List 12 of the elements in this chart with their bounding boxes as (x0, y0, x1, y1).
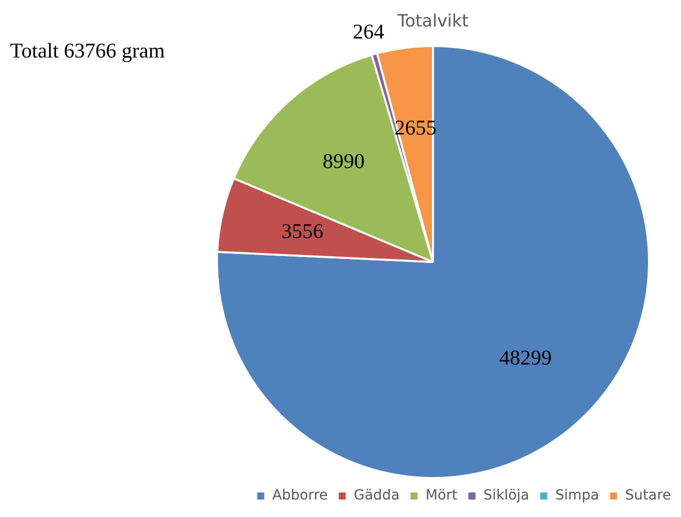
legend-label: Siklöja (483, 488, 530, 504)
legend-label: Simpa (555, 488, 600, 504)
chart-title: Totalvikt (396, 11, 469, 32)
data-label: 8990 (322, 148, 365, 173)
legend-label: Abborre (272, 488, 328, 504)
data-label: 48299 (499, 345, 552, 370)
data-label: 264 (352, 19, 385, 44)
legend-label: Gädda (354, 488, 400, 504)
legend-label: Sutare (625, 488, 671, 504)
data-label: 3556 (281, 219, 324, 244)
text: Totalt 63766 gram (10, 38, 165, 63)
legend-label: Mört (426, 488, 458, 504)
